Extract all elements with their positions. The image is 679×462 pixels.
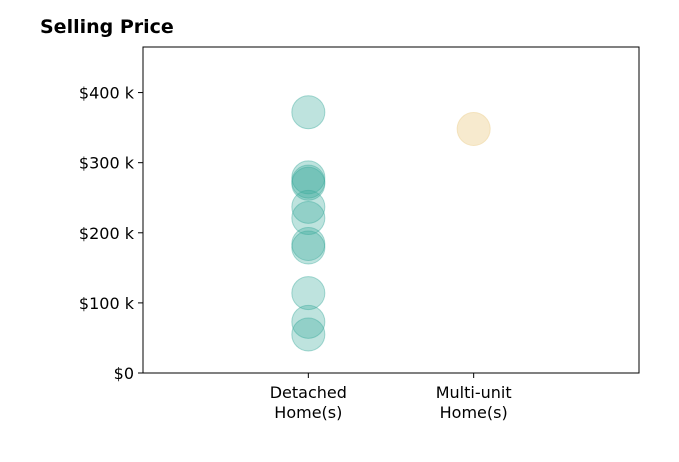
data-point — [456, 112, 491, 147]
y-tick-label: $300 k — [79, 154, 135, 173]
x-tick-label: Multi-unit Home(s) — [436, 383, 512, 422]
data-points — [291, 95, 491, 352]
data-point — [291, 304, 326, 339]
data-point — [291, 227, 326, 262]
data-point — [291, 189, 326, 224]
data-point — [291, 160, 326, 195]
y-axis: $0 $100 k $200 k $300 k $400 k — [79, 84, 143, 383]
data-point — [291, 201, 326, 236]
y-tick-label: $100 k — [79, 294, 135, 313]
data-point — [291, 166, 326, 201]
plot-frame — [142, 46, 640, 374]
x-tick-label: Detached Home(s) — [270, 383, 347, 422]
y-tick-label: $0 — [114, 364, 134, 383]
data-point — [291, 95, 326, 130]
data-point — [291, 317, 326, 352]
data-point — [291, 164, 326, 199]
y-tick-label: $200 k — [79, 224, 135, 243]
y-tick-label: $400 k — [79, 84, 135, 103]
data-point — [291, 276, 326, 311]
x-axis: Detached Home(s) Multi-unit Home(s) — [270, 373, 512, 422]
chart-title: Selling Price — [40, 16, 174, 38]
data-point — [291, 230, 326, 265]
